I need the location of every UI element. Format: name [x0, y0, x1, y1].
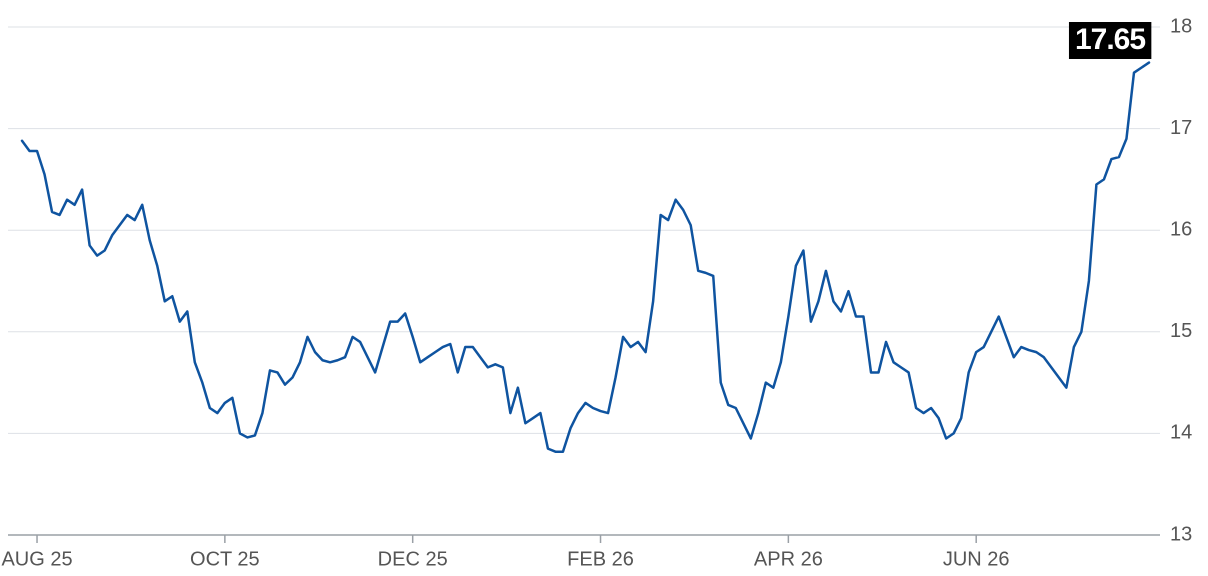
y-tick-label: 15 [1170, 320, 1192, 342]
y-tick-label: 13 [1170, 523, 1192, 545]
y-tick-label: 16 [1170, 218, 1192, 240]
last-value-badge: 17.65 [1068, 22, 1152, 59]
last-value-box [1068, 22, 1152, 59]
x-tick-label: OCT 25 [190, 548, 260, 570]
x-tick-label: AUG 25 [1, 548, 72, 570]
data-line [20, 61, 1151, 453]
x-tick-label: DEC 25 [378, 548, 448, 570]
x-tick-label: APR 26 [754, 548, 823, 570]
y-tick-label: 17 [1170, 117, 1192, 139]
y-tick-label: 18 [1170, 15, 1192, 37]
x-tick-label: FEB 26 [567, 548, 634, 570]
x-tick-label: JUN 26 [943, 548, 1010, 570]
last-value-label: 17.65 [1075, 23, 1145, 56]
y-tick-label: 14 [1170, 422, 1192, 444]
